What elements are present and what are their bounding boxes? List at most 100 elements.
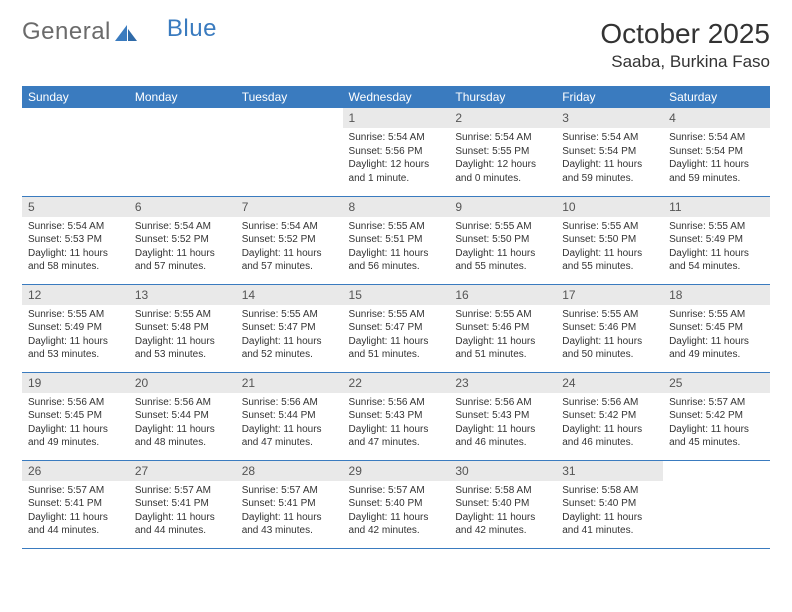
day-details: Sunrise: 5:57 AMSunset: 5:40 PMDaylight:…	[343, 481, 450, 541]
day-number: 16	[449, 285, 556, 305]
day-number: 24	[556, 373, 663, 393]
day-details: Sunrise: 5:55 AMSunset: 5:49 PMDaylight:…	[663, 217, 770, 277]
day-number: 17	[556, 285, 663, 305]
logo-text-blue: Blue	[167, 15, 217, 43]
logo-sail-icon	[113, 22, 139, 42]
day-details: Sunrise: 5:57 AMSunset: 5:41 PMDaylight:…	[129, 481, 236, 541]
day-details: Sunrise: 5:55 AMSunset: 5:46 PMDaylight:…	[449, 305, 556, 365]
day-details: Sunrise: 5:55 AMSunset: 5:46 PMDaylight:…	[556, 305, 663, 365]
day-number: 21	[236, 373, 343, 393]
weekday-header: Sunday	[22, 86, 129, 108]
day-details: Sunrise: 5:54 AMSunset: 5:54 PMDaylight:…	[556, 128, 663, 188]
title-block: October 2025 Saaba, Burkina Faso	[600, 18, 770, 72]
day-details: Sunrise: 5:58 AMSunset: 5:40 PMDaylight:…	[556, 481, 663, 541]
day-number: 18	[663, 285, 770, 305]
day-details: Sunrise: 5:55 AMSunset: 5:47 PMDaylight:…	[236, 305, 343, 365]
header: General Blue October 2025 Saaba, Burkina…	[22, 18, 770, 72]
calendar-day-cell: 25Sunrise: 5:57 AMSunset: 5:42 PMDayligh…	[663, 372, 770, 460]
day-details: Sunrise: 5:57 AMSunset: 5:41 PMDaylight:…	[22, 481, 129, 541]
day-details: Sunrise: 5:56 AMSunset: 5:42 PMDaylight:…	[556, 393, 663, 453]
day-details: Sunrise: 5:55 AMSunset: 5:47 PMDaylight:…	[343, 305, 450, 365]
day-details: Sunrise: 5:57 AMSunset: 5:42 PMDaylight:…	[663, 393, 770, 453]
calendar-day-cell: 24Sunrise: 5:56 AMSunset: 5:42 PMDayligh…	[556, 372, 663, 460]
calendar-day-cell: 11Sunrise: 5:55 AMSunset: 5:49 PMDayligh…	[663, 196, 770, 284]
day-number: 22	[343, 373, 450, 393]
calendar-week-row: 5Sunrise: 5:54 AMSunset: 5:53 PMDaylight…	[22, 196, 770, 284]
calendar-day-cell: 16Sunrise: 5:55 AMSunset: 5:46 PMDayligh…	[449, 284, 556, 372]
weekday-header: Wednesday	[343, 86, 450, 108]
calendar-day-cell: 21Sunrise: 5:56 AMSunset: 5:44 PMDayligh…	[236, 372, 343, 460]
day-details: Sunrise: 5:54 AMSunset: 5:53 PMDaylight:…	[22, 217, 129, 277]
weekday-header: Thursday	[449, 86, 556, 108]
weekday-header: Friday	[556, 86, 663, 108]
calendar-day-cell: .	[129, 108, 236, 196]
calendar-day-cell: 29Sunrise: 5:57 AMSunset: 5:40 PMDayligh…	[343, 460, 450, 548]
calendar-day-cell: .	[236, 108, 343, 196]
calendar-day-cell: .	[22, 108, 129, 196]
day-details: Sunrise: 5:56 AMSunset: 5:44 PMDaylight:…	[129, 393, 236, 453]
calendar-day-cell: 3Sunrise: 5:54 AMSunset: 5:54 PMDaylight…	[556, 108, 663, 196]
calendar-body: ...1Sunrise: 5:54 AMSunset: 5:56 PMDayli…	[22, 108, 770, 548]
day-number: 1	[343, 108, 450, 128]
calendar-day-cell: 31Sunrise: 5:58 AMSunset: 5:40 PMDayligh…	[556, 460, 663, 548]
day-number: 23	[449, 373, 556, 393]
calendar-day-cell: .	[663, 460, 770, 548]
calendar-day-cell: 10Sunrise: 5:55 AMSunset: 5:50 PMDayligh…	[556, 196, 663, 284]
day-number: 31	[556, 461, 663, 481]
day-number: 20	[129, 373, 236, 393]
day-details: Sunrise: 5:56 AMSunset: 5:45 PMDaylight:…	[22, 393, 129, 453]
calendar-day-cell: 7Sunrise: 5:54 AMSunset: 5:52 PMDaylight…	[236, 196, 343, 284]
calendar-table: SundayMondayTuesdayWednesdayThursdayFrid…	[22, 86, 770, 549]
day-number: 7	[236, 197, 343, 217]
calendar-week-row: ...1Sunrise: 5:54 AMSunset: 5:56 PMDayli…	[22, 108, 770, 196]
day-number: 14	[236, 285, 343, 305]
day-number: 11	[663, 197, 770, 217]
day-number: 27	[129, 461, 236, 481]
calendar-day-cell: 9Sunrise: 5:55 AMSunset: 5:50 PMDaylight…	[449, 196, 556, 284]
calendar-day-cell: 19Sunrise: 5:56 AMSunset: 5:45 PMDayligh…	[22, 372, 129, 460]
day-number: 9	[449, 197, 556, 217]
logo-text-general: General	[22, 18, 111, 46]
weekday-header-row: SundayMondayTuesdayWednesdayThursdayFrid…	[22, 86, 770, 108]
calendar-day-cell: 23Sunrise: 5:56 AMSunset: 5:43 PMDayligh…	[449, 372, 556, 460]
calendar-week-row: 19Sunrise: 5:56 AMSunset: 5:45 PMDayligh…	[22, 372, 770, 460]
day-details: Sunrise: 5:55 AMSunset: 5:50 PMDaylight:…	[556, 217, 663, 277]
day-number: 15	[343, 285, 450, 305]
day-details: Sunrise: 5:55 AMSunset: 5:49 PMDaylight:…	[22, 305, 129, 365]
calendar-day-cell: 14Sunrise: 5:55 AMSunset: 5:47 PMDayligh…	[236, 284, 343, 372]
calendar-day-cell: 2Sunrise: 5:54 AMSunset: 5:55 PMDaylight…	[449, 108, 556, 196]
day-details: Sunrise: 5:54 AMSunset: 5:52 PMDaylight:…	[236, 217, 343, 277]
day-number: 28	[236, 461, 343, 481]
calendar-day-cell: 6Sunrise: 5:54 AMSunset: 5:52 PMDaylight…	[129, 196, 236, 284]
day-number: 3	[556, 108, 663, 128]
weekday-header: Monday	[129, 86, 236, 108]
calendar-week-row: 26Sunrise: 5:57 AMSunset: 5:41 PMDayligh…	[22, 460, 770, 548]
day-details: Sunrise: 5:56 AMSunset: 5:43 PMDaylight:…	[449, 393, 556, 453]
calendar-day-cell: 18Sunrise: 5:55 AMSunset: 5:45 PMDayligh…	[663, 284, 770, 372]
day-details: Sunrise: 5:55 AMSunset: 5:48 PMDaylight:…	[129, 305, 236, 365]
day-details: Sunrise: 5:55 AMSunset: 5:50 PMDaylight:…	[449, 217, 556, 277]
day-number: 4	[663, 108, 770, 128]
day-number: 10	[556, 197, 663, 217]
day-details: Sunrise: 5:54 AMSunset: 5:56 PMDaylight:…	[343, 128, 450, 188]
calendar-week-row: 12Sunrise: 5:55 AMSunset: 5:49 PMDayligh…	[22, 284, 770, 372]
day-number: 25	[663, 373, 770, 393]
day-number: 26	[22, 461, 129, 481]
day-number: 12	[22, 285, 129, 305]
calendar-day-cell: 4Sunrise: 5:54 AMSunset: 5:54 PMDaylight…	[663, 108, 770, 196]
calendar-day-cell: 22Sunrise: 5:56 AMSunset: 5:43 PMDayligh…	[343, 372, 450, 460]
weekday-header: Tuesday	[236, 86, 343, 108]
day-details: Sunrise: 5:57 AMSunset: 5:41 PMDaylight:…	[236, 481, 343, 541]
location: Saaba, Burkina Faso	[600, 52, 770, 72]
calendar-day-cell: 26Sunrise: 5:57 AMSunset: 5:41 PMDayligh…	[22, 460, 129, 548]
calendar-day-cell: 13Sunrise: 5:55 AMSunset: 5:48 PMDayligh…	[129, 284, 236, 372]
calendar-day-cell: 17Sunrise: 5:55 AMSunset: 5:46 PMDayligh…	[556, 284, 663, 372]
month-title: October 2025	[600, 18, 770, 50]
calendar-day-cell: 1Sunrise: 5:54 AMSunset: 5:56 PMDaylight…	[343, 108, 450, 196]
weekday-header: Saturday	[663, 86, 770, 108]
calendar-day-cell: 20Sunrise: 5:56 AMSunset: 5:44 PMDayligh…	[129, 372, 236, 460]
day-details: Sunrise: 5:55 AMSunset: 5:51 PMDaylight:…	[343, 217, 450, 277]
day-details: Sunrise: 5:56 AMSunset: 5:44 PMDaylight:…	[236, 393, 343, 453]
calendar-day-cell: 28Sunrise: 5:57 AMSunset: 5:41 PMDayligh…	[236, 460, 343, 548]
day-details: Sunrise: 5:58 AMSunset: 5:40 PMDaylight:…	[449, 481, 556, 541]
